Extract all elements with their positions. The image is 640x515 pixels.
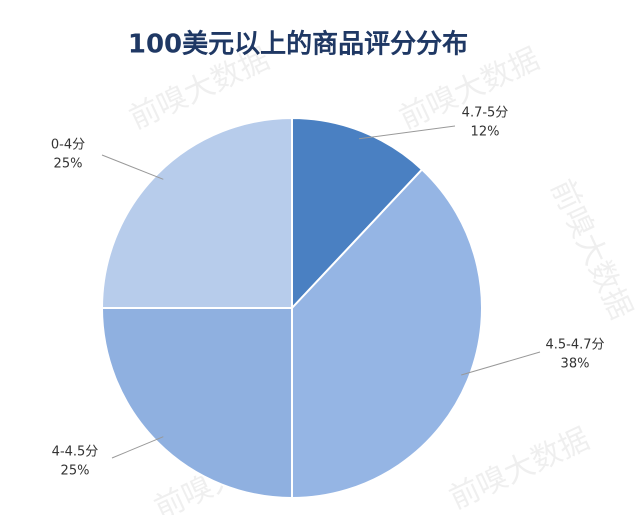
slice-label: 4.5-4.7分 <box>545 338 604 353</box>
leader-line <box>101 154 164 180</box>
value-label: 12% <box>471 125 500 140</box>
watermark: 前嗅大数据 <box>543 174 638 325</box>
value-label: 38% <box>561 357 590 372</box>
chart-title: 100美元以上的商品评分分布 <box>128 29 468 60</box>
leader-line <box>461 351 541 376</box>
pie-slice <box>291 116 424 311</box>
slice-label: 4.7-5分 <box>462 106 509 121</box>
pie-slice <box>100 307 293 500</box>
slice-label: 0-4分 <box>51 138 85 153</box>
value-label: 25% <box>54 157 83 172</box>
value-label: 25% <box>61 464 90 479</box>
pie-slice <box>100 116 293 309</box>
slice-label: 4-4.5分 <box>52 445 99 460</box>
pie-slice <box>291 168 483 500</box>
leader-line <box>111 436 164 459</box>
watermark: 前嗅大数据 <box>444 422 595 515</box>
leader-line <box>358 125 456 140</box>
